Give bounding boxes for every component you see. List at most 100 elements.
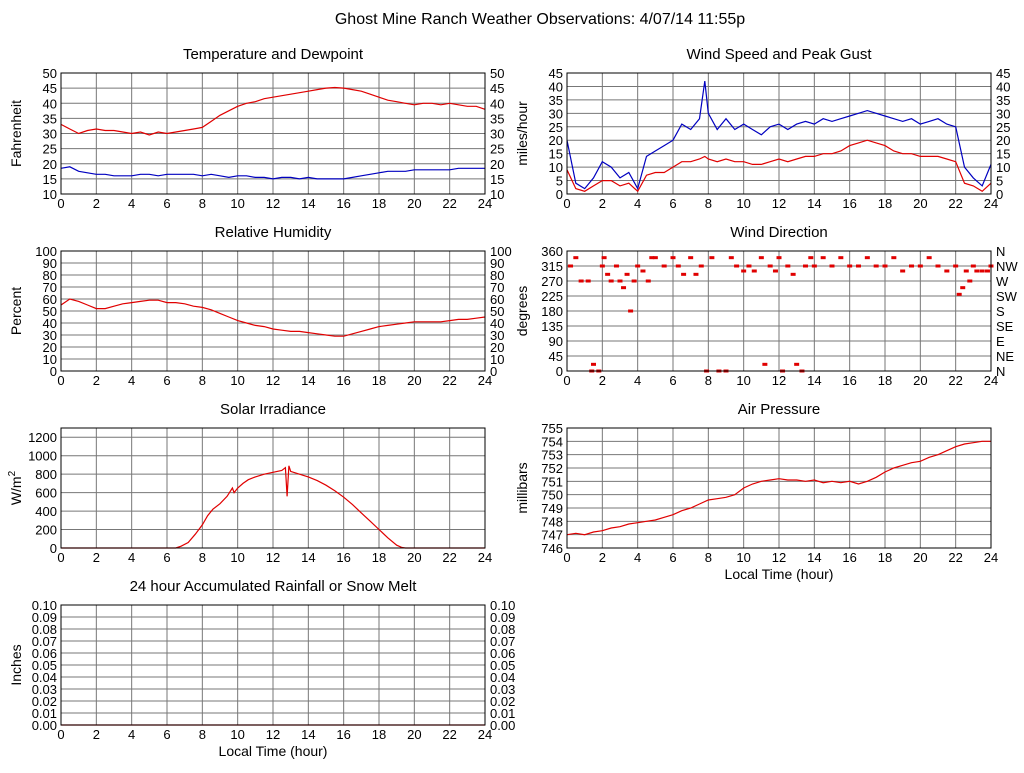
wind-frame [566,72,992,195]
pressure-x-tick: 16 [842,550,856,565]
humidity-y-label: Percent [8,287,24,335]
wind-right-tick: 35 [996,93,1010,108]
wind-x-tick: 22 [948,196,962,211]
rain-x-tick: 4 [128,727,135,742]
temp-title: Temperature and Dewpoint [183,46,364,63]
rain-y-tick: 0.07 [32,634,57,649]
temp-y-tick: 30 [43,127,57,142]
rain-x-tick: 0 [57,727,64,742]
direction-point [811,264,817,268]
wind-right-tick: 15 [996,147,1010,162]
temp-right-tick: 30 [490,127,504,142]
humidity-title: Relative Humidity [215,224,332,241]
solar-x-tick: 18 [372,550,386,565]
humidity-right-tick: 100 [490,244,512,259]
wind-x-tick: 20 [913,196,927,211]
humidity-y-tick: 100 [35,244,57,259]
direction-point [758,256,764,260]
rain-y-tick: 0.01 [32,706,57,721]
solar-x-tick: 20 [407,550,421,565]
pressure-series-0 [566,440,991,536]
humidity-frame [60,250,486,372]
rain-right-tick: 0.06 [490,646,515,661]
direction-y-tick: 135 [541,319,563,334]
solar-x-tick: 6 [163,550,170,565]
direction-point [979,269,985,273]
wind-x-tick: 8 [705,196,712,211]
solar-x-tick: 22 [442,550,456,565]
direction-x-tick: 16 [842,373,856,388]
direction-x-tick: 24 [984,373,998,388]
direction-y-label: degrees [514,286,530,337]
pressure-x-tick: 6 [669,550,676,565]
pressure-x-tick: 10 [736,550,750,565]
direction-right-tick: N [996,244,1005,259]
humidity-series-0 [60,298,486,337]
wind-y-tick: 10 [549,160,563,175]
direction-point [909,264,914,268]
pressure-y-tick: 753 [541,448,563,463]
temp-right-tick: 10 [490,187,504,202]
direction-right-tick: SE [996,319,1014,334]
solar-x-tick: 4 [128,550,135,565]
pressure-title: Air Pressure [738,401,821,418]
rain-y-tick: 0.05 [32,658,57,673]
humidity-right-tick: 70 [490,280,504,295]
direction-point [960,286,966,290]
direction-point [624,272,630,276]
wind-y-label: miles/hour [514,101,530,166]
rain-y-label-text: Inches [8,644,24,685]
humidity-x-tick: 24 [478,373,492,388]
direction-point [608,279,614,283]
direction-point [601,256,607,260]
direction-point [698,264,704,268]
direction-point [746,264,752,268]
direction-y-tick: 360 [541,244,563,259]
humidity-y-tick: 80 [43,268,57,283]
humidity-x-tick: 0 [57,373,64,388]
solar-x-tick: 8 [199,550,206,565]
temp-x-tick: 24 [478,196,492,211]
solar-x-tick: 24 [478,550,492,565]
direction-point [578,279,584,283]
direction-point [953,264,959,268]
direction-x-tick: 0 [563,373,570,388]
direction-frame [566,250,992,372]
rain-x-label: Local Time (hour) [219,743,328,759]
rain-frame [60,604,486,726]
pressure-y-tick: 754 [541,434,563,449]
direction-point [873,264,879,268]
direction-right-tick: N [996,364,1005,379]
pressure-y-tick: 747 [541,528,563,543]
solar-x-tick: 16 [336,550,350,565]
rain-right-tick: 0.09 [490,610,515,625]
humidity-y-tick: 30 [43,328,57,343]
wind-right-tick: 30 [996,106,1010,121]
humidity-x-tick: 2 [93,373,100,388]
direction-point [847,264,853,268]
direction-point [820,256,826,260]
humidity-y-tick: 90 [43,256,57,271]
direction-point [631,279,637,283]
pressure-x-tick: 20 [913,550,927,565]
solar-x-tick: 2 [93,550,100,565]
direction-point [864,256,870,260]
wind-x-tick: 0 [563,196,570,211]
wind-x-tick: 18 [878,196,892,211]
wind-x-tick: 10 [736,196,750,211]
solar-y-tick: 1000 [28,449,57,464]
temp-y-tick: 50 [43,66,57,81]
humidity-right-tick: 80 [490,268,504,283]
temp-right-tick: 40 [490,96,504,111]
direction-point [956,292,962,296]
humidity-y-tick: 0 [50,364,57,379]
rain-x-tick: 24 [478,727,492,742]
temp-right-tick: 15 [490,172,504,187]
rain-x-tick: 14 [301,727,315,742]
direction-y-tick: 180 [541,304,563,319]
pressure-x-tick: 14 [807,550,821,565]
solar-y-tick: 200 [35,523,57,538]
rain-right-tick: 0.01 [490,706,515,721]
pressure-x-tick: 4 [634,550,641,565]
